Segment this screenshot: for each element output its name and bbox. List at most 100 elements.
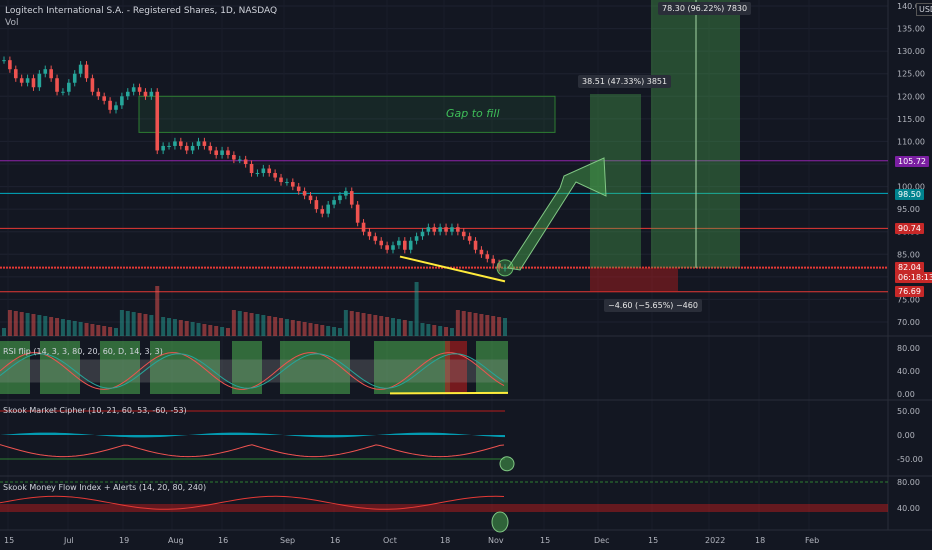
candle	[55, 78, 59, 92]
cipher-axis-label: 50.00	[897, 407, 920, 416]
candle	[344, 191, 348, 196]
candle	[432, 227, 437, 232]
volume-bar	[308, 323, 313, 336]
cipher-indicator-label[interactable]: Skook Market Cipher (10, 21, 60, 53, -60…	[3, 406, 187, 415]
volume-bar	[49, 317, 54, 336]
candle	[332, 200, 336, 205]
cipher-axis-label: 0.00	[897, 431, 915, 440]
currency-badge[interactable]: USD	[916, 3, 932, 16]
volume-bar	[449, 328, 454, 336]
volume-bar	[214, 326, 219, 336]
y-tick-label: 110.00	[897, 137, 925, 146]
volume-bar	[314, 324, 319, 336]
volume-bar	[302, 322, 307, 336]
mfi-indicator-label[interactable]: Skook Money Flow Index + Alerts (14, 20,…	[3, 483, 207, 492]
candle	[184, 145, 189, 151]
volume-bar	[408, 321, 413, 336]
mfi-axis-label: 40.00	[897, 504, 920, 513]
x-tick-label: Jul	[63, 536, 74, 545]
mfi-axis-label: 80.00	[897, 478, 920, 487]
volume-bar	[190, 322, 195, 336]
mfi-red-band	[0, 504, 888, 512]
rsi-trend-line	[389, 391, 509, 395]
volume-bar	[96, 325, 101, 336]
candle	[161, 145, 165, 151]
countdown-tag: 06:18:13	[895, 272, 932, 283]
candle	[67, 82, 71, 92]
rsi-indicator-label[interactable]: RSI flip (14, 3, 3, 80, 20, 60, D, 14, 3…	[3, 347, 163, 356]
cipher-marker	[499, 456, 515, 472]
volume-bar	[66, 320, 71, 336]
candle	[249, 164, 254, 174]
y-tick-label: 135.00	[897, 25, 925, 34]
rsi-signal-line	[0, 353, 505, 389]
chart-header: Logitech International S.A. - Registered…	[5, 5, 277, 29]
candle	[108, 100, 112, 110]
volume-bar	[184, 321, 189, 336]
volume-bar	[343, 310, 348, 336]
volume-bar	[178, 320, 183, 336]
candle	[190, 145, 195, 151]
mfi-marker	[491, 511, 509, 533]
rsi-axis-label: 0.00	[897, 390, 915, 399]
candle	[497, 263, 501, 268]
candle	[137, 87, 142, 92]
volume-bar	[37, 315, 42, 336]
volume-bar	[284, 319, 289, 336]
candle	[84, 64, 89, 79]
candle	[391, 245, 395, 250]
candle	[90, 78, 95, 92]
candle	[420, 231, 425, 237]
candle	[456, 227, 460, 232]
volume-bar	[438, 326, 443, 336]
volume-bar	[125, 311, 130, 336]
y-tick-label: 100.00	[897, 183, 925, 192]
y-tick-label: 140.00	[897, 2, 925, 11]
candle	[261, 168, 266, 174]
candle	[125, 91, 130, 97]
volume-bar	[426, 324, 431, 336]
candle	[285, 182, 289, 184]
volume-bar	[497, 317, 502, 336]
volume-bar	[72, 321, 77, 336]
candle	[273, 173, 277, 178]
candle	[361, 222, 366, 232]
volume-bar	[261, 315, 266, 336]
candle	[149, 91, 154, 97]
volume-bar	[119, 310, 124, 336]
cipher-axis-label: -50.00	[897, 455, 923, 464]
candle	[479, 249, 484, 255]
candle	[338, 195, 342, 201]
volume-bar	[349, 311, 354, 336]
volume-bar	[503, 318, 507, 336]
volume-bar	[2, 328, 6, 336]
volume-bar	[414, 282, 419, 336]
candle	[243, 159, 248, 164]
candle	[503, 267, 507, 269]
candle	[2, 60, 6, 62]
candle	[61, 91, 65, 93]
rsi-axis-label: 80.00	[897, 344, 920, 353]
candle	[296, 186, 301, 192]
volume-bar	[373, 315, 378, 336]
volume-bar	[320, 325, 325, 336]
long-target1-zone	[590, 94, 641, 268]
rsi-zone	[374, 341, 450, 394]
candle	[373, 236, 378, 241]
volume-bar	[485, 315, 490, 336]
volume-bar	[249, 313, 254, 336]
volume-bar	[231, 310, 236, 336]
mfi-line	[0, 495, 505, 510]
gap-to-fill-label: Gap to fill	[446, 107, 500, 120]
candle	[173, 141, 177, 146]
candle	[291, 182, 295, 187]
volume-bar	[385, 317, 390, 336]
volume-bar	[7, 310, 12, 336]
volume-bar	[196, 323, 201, 336]
volume-bar	[149, 315, 154, 336]
x-tick-label: 15	[4, 536, 14, 545]
candle	[267, 168, 272, 174]
candle	[438, 227, 442, 232]
target1-callout: 38.51 (47.33%) 3851	[578, 75, 672, 88]
